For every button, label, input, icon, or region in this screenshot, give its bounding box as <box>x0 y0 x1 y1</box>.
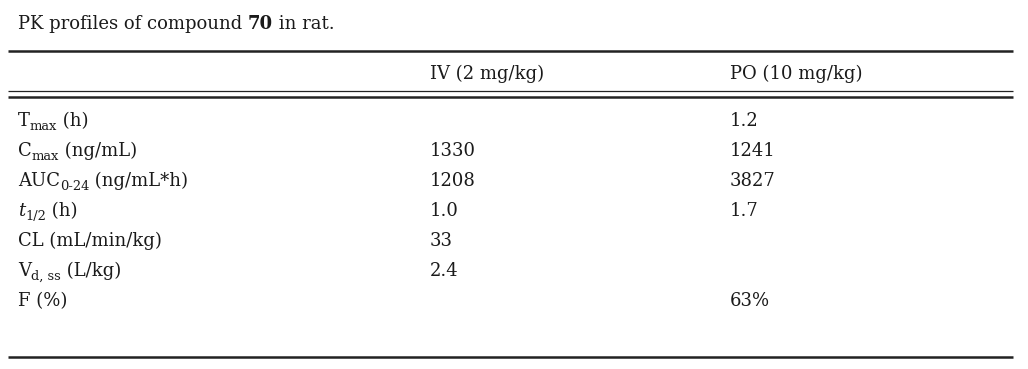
Text: 70: 70 <box>248 15 273 33</box>
Text: d, ss: d, ss <box>31 270 61 283</box>
Text: PK profiles of compound: PK profiles of compound <box>19 15 248 33</box>
Text: 1241: 1241 <box>730 142 776 160</box>
Text: 1208: 1208 <box>430 172 476 190</box>
Text: V: V <box>19 262 31 280</box>
Text: PO (10 mg/kg): PO (10 mg/kg) <box>730 65 862 83</box>
Text: (h): (h) <box>46 202 78 220</box>
Text: 1330: 1330 <box>430 142 476 160</box>
Text: t: t <box>19 202 26 220</box>
Text: F (%): F (%) <box>19 292 68 310</box>
Text: 2.4: 2.4 <box>430 262 458 280</box>
Text: CL (mL/min/kg): CL (mL/min/kg) <box>19 232 161 250</box>
Text: 1/2: 1/2 <box>26 210 46 223</box>
Text: AUC: AUC <box>19 172 60 190</box>
Text: 33: 33 <box>430 232 453 250</box>
Text: (ng/mL*h): (ng/mL*h) <box>89 172 188 190</box>
Text: (L/kg): (L/kg) <box>61 262 121 280</box>
Text: max: max <box>32 150 60 163</box>
Text: C: C <box>19 142 32 160</box>
Text: 3827: 3827 <box>730 172 776 190</box>
Text: 1.0: 1.0 <box>430 202 458 220</box>
Text: IV (2 mg/kg): IV (2 mg/kg) <box>430 65 544 83</box>
Text: (ng/mL): (ng/mL) <box>60 142 138 160</box>
Text: 1.2: 1.2 <box>730 112 759 130</box>
Text: 1.7: 1.7 <box>730 202 759 220</box>
Text: 0-24: 0-24 <box>60 180 89 193</box>
Text: in rat.: in rat. <box>273 15 335 33</box>
Text: 63%: 63% <box>730 292 770 310</box>
Text: max: max <box>30 120 58 133</box>
Text: T: T <box>19 112 30 130</box>
Text: (h): (h) <box>58 112 88 130</box>
